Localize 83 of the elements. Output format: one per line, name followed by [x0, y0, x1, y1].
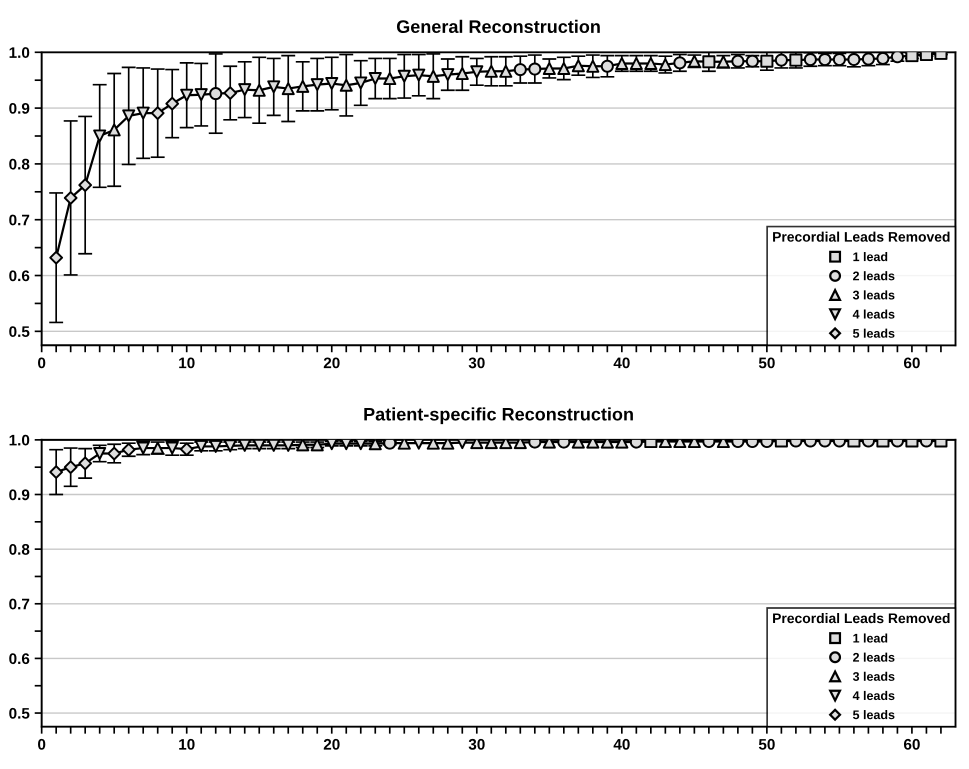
point — [150, 106, 165, 120]
point — [310, 78, 324, 92]
point — [180, 88, 194, 102]
y-tick-label: 0.8 — [9, 158, 30, 170]
legend-label: 1 lead — [853, 633, 888, 643]
point — [514, 63, 527, 76]
y-tick-label: 0.7 — [9, 598, 30, 610]
x-tick-label: 60 — [904, 357, 920, 368]
point — [209, 87, 222, 100]
y-tick-label: 0.5 — [9, 326, 30, 338]
chart-title: General Reconstruction — [396, 20, 600, 34]
point — [49, 250, 64, 265]
point — [398, 70, 411, 83]
point — [136, 106, 150, 120]
point — [528, 62, 542, 76]
point — [267, 80, 280, 94]
point — [108, 123, 121, 136]
point — [194, 88, 208, 102]
point — [122, 109, 136, 122]
x-tick-label: 10 — [179, 357, 195, 368]
point — [760, 54, 774, 68]
point — [586, 60, 600, 73]
point — [673, 56, 686, 70]
y-tick-label: 0.6 — [9, 270, 30, 282]
point — [368, 72, 382, 86]
x-tick-label: 20 — [324, 357, 340, 368]
point — [542, 62, 556, 76]
point — [484, 64, 498, 78]
chart-title: Patient-specific Reconstruction — [364, 407, 633, 424]
point — [325, 77, 338, 90]
point — [702, 55, 716, 68]
legend-title: Precordial Leads Removed — [773, 612, 950, 624]
point — [499, 64, 512, 78]
x-tick-label: 30 — [468, 357, 485, 368]
legend-label: 2 leads — [853, 652, 894, 662]
legend-label: 1 lead — [853, 252, 888, 262]
x-tick-label: 50 — [758, 738, 775, 750]
point — [557, 62, 570, 76]
y-tick-label: 1.0 — [10, 434, 30, 446]
point — [165, 96, 180, 110]
point — [64, 191, 78, 205]
point — [658, 58, 672, 72]
point — [456, 66, 469, 80]
y-tick-label: 0.9 — [9, 102, 30, 114]
point — [296, 80, 310, 93]
point — [282, 82, 295, 96]
point — [572, 59, 585, 72]
point — [441, 68, 454, 82]
point — [223, 86, 238, 100]
x-tick-label: 60 — [904, 738, 920, 750]
point — [412, 68, 426, 82]
legend-label: 5 leads — [852, 328, 894, 338]
point — [354, 76, 368, 90]
y-tick-label: 0.8 — [9, 544, 30, 555]
legend-label: 3 leads — [852, 290, 894, 300]
y-tick-label: 0.6 — [9, 653, 30, 664]
y-tick-label: 0.5 — [9, 708, 30, 719]
legend-label: 4 leads — [852, 690, 894, 700]
point — [252, 84, 266, 97]
y-tick-label: 0.9 — [9, 489, 30, 500]
legend-title: Precordial Leads Removed — [773, 232, 950, 242]
x-tick-label: 10 — [179, 738, 195, 750]
x-tick-label: 0 — [38, 738, 46, 750]
x-tick-label: 40 — [614, 357, 630, 368]
point — [470, 65, 484, 78]
y-tick-label: 0.7 — [9, 214, 30, 226]
point — [600, 60, 614, 73]
x-tick-label: 50 — [758, 357, 775, 368]
point — [340, 78, 353, 92]
legend-label: 4 leads — [852, 309, 894, 319]
point — [238, 83, 252, 96]
point — [383, 72, 396, 86]
legend-label: 2 leads — [853, 271, 894, 280]
x-tick-label: 30 — [468, 738, 485, 750]
legend-label: 5 leads — [852, 710, 894, 720]
point — [426, 70, 440, 83]
point — [78, 178, 92, 192]
x-tick-label: 0 — [38, 357, 46, 368]
legend-label: 3 leads — [852, 672, 894, 681]
y-tick-label: 1.0 — [10, 47, 30, 58]
point — [93, 129, 106, 143]
x-tick-label: 40 — [614, 738, 630, 750]
x-tick-label: 20 — [324, 738, 340, 750]
